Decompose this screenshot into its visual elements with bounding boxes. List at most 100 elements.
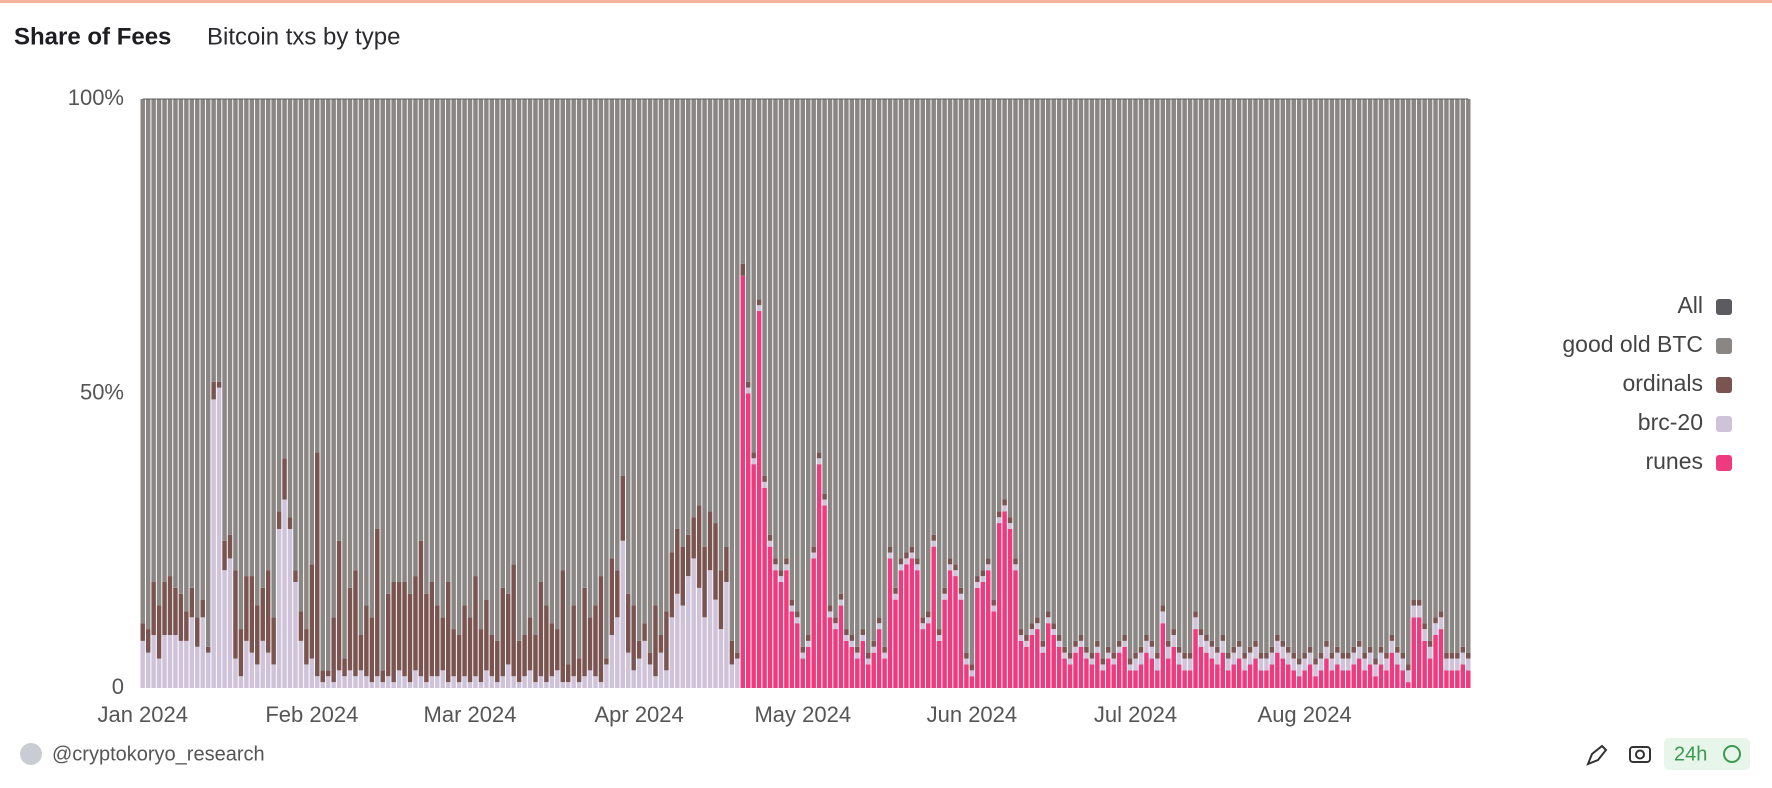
bar-segment [255, 99, 260, 606]
bar-segment [887, 552, 893, 559]
bar-segment [696, 505, 702, 588]
bar-segment [1127, 99, 1133, 659]
bar-segment [407, 593, 413, 683]
bar-segment [1449, 99, 1455, 653]
x-tick-label: Feb 2024 [265, 702, 358, 727]
bar-segment [860, 629, 866, 635]
bar-segment [211, 399, 216, 688]
bar-segment [980, 99, 986, 571]
bar-segment [1438, 611, 1444, 618]
camera-icon[interactable] [1629, 746, 1651, 763]
bar-segment [1367, 664, 1373, 688]
bar-segment [1269, 664, 1275, 688]
bar-segment [909, 552, 915, 559]
bar-segment [582, 99, 587, 588]
bar-segment [800, 652, 806, 659]
bar-segment [353, 99, 358, 571]
bar-segment [1231, 99, 1236, 647]
bar-segment [200, 599, 205, 618]
bar-segment [1455, 652, 1460, 659]
bar-segment [385, 99, 391, 594]
bar-segment [756, 305, 762, 312]
bar-segment [593, 676, 598, 688]
bar-segment [1084, 652, 1089, 659]
badge-text: 24h [1674, 743, 1707, 765]
bar-segment [647, 664, 653, 688]
bar-segment [642, 99, 647, 624]
bar-segment [767, 540, 773, 547]
bar-segment [898, 558, 904, 565]
x-tick-label: Jan 2024 [97, 702, 188, 727]
legend-swatch [1716, 377, 1732, 393]
bar-segment [511, 99, 516, 565]
bar-segment [549, 99, 555, 624]
bar-segment [996, 99, 1002, 512]
bar-segment [467, 617, 473, 683]
bar-segment [233, 658, 238, 688]
bar-segment [205, 646, 211, 653]
bar-segment [391, 99, 396, 582]
bar-segment [342, 676, 347, 688]
bar-segment [964, 664, 969, 688]
bar-segment [1171, 646, 1176, 688]
bar-segment [778, 576, 784, 582]
bar-segment [265, 99, 271, 571]
bar-segment [773, 558, 778, 565]
bar-segment [1373, 99, 1378, 659]
bar-segment [1116, 99, 1122, 641]
bar-segment [915, 564, 920, 571]
bar-segment [1242, 99, 1247, 653]
bar-segment [533, 99, 538, 635]
bar-segment [1367, 652, 1373, 665]
bar-segment [315, 452, 320, 677]
bar-segment [729, 664, 735, 688]
bar-segment [1291, 658, 1296, 671]
bar-segment [544, 99, 549, 606]
bar-segment [680, 99, 686, 547]
bar-segment [156, 658, 162, 688]
bar-segment [473, 99, 478, 577]
bar-segment [369, 617, 375, 683]
bar-segment [1318, 670, 1324, 688]
bar-segment [544, 682, 549, 688]
bar-segment [958, 599, 964, 688]
bar-segment [1018, 640, 1024, 688]
bar-segment [1389, 640, 1395, 653]
bar-segment [882, 652, 887, 659]
bar-segment [1449, 658, 1455, 671]
bar-segment [805, 646, 811, 688]
bar-segment [642, 640, 647, 688]
bar-segment [696, 99, 702, 506]
bar-segment [1095, 652, 1100, 688]
bar-segment [1253, 99, 1258, 641]
bar-segment [1024, 640, 1029, 647]
bar-segment [555, 670, 560, 688]
bar-segment [1444, 99, 1449, 653]
author-handle[interactable]: @cryptokoryo_research [52, 743, 265, 765]
bar-segment [429, 99, 435, 582]
bar-segment [582, 587, 587, 677]
bar-segment [1051, 99, 1056, 624]
bar-segment [189, 617, 195, 688]
bar-segment [276, 528, 282, 688]
bar-segment [462, 605, 467, 677]
bar-segment [358, 670, 364, 688]
bar-segment [1040, 652, 1046, 688]
edit-icon[interactable] [1586, 744, 1608, 766]
bar-segment [456, 634, 462, 683]
bar-segment [1258, 99, 1264, 653]
bar-segment [1062, 658, 1067, 688]
legend-label: All [1677, 292, 1703, 318]
bar-segment [233, 570, 238, 659]
bar-segment [1149, 658, 1155, 688]
bar-segment [538, 676, 544, 688]
bar-segment [1384, 652, 1389, 659]
bar-segment [413, 576, 418, 671]
bar-segment [1356, 658, 1362, 688]
bar-segment [331, 99, 336, 618]
legend-label: ordinals [1622, 370, 1703, 396]
bar-segment [931, 546, 936, 688]
bar-segment [1313, 676, 1318, 688]
bar-segment [1384, 670, 1389, 688]
bar-segment [604, 658, 609, 665]
